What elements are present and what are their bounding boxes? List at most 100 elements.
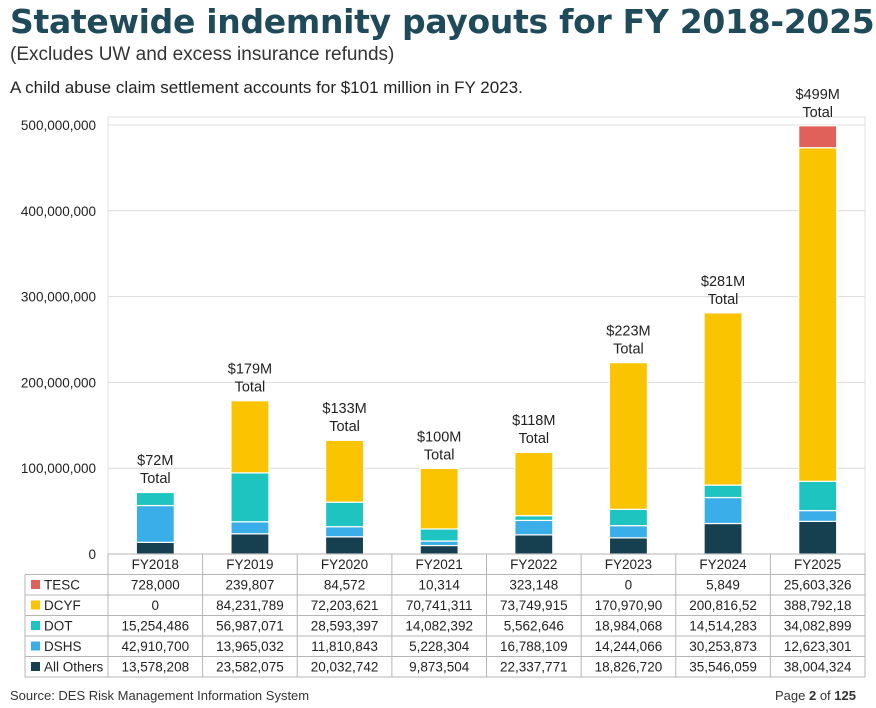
category-label: FY2019 — [226, 557, 273, 572]
total-label-word: Total — [613, 342, 644, 358]
table-value: 0 — [625, 578, 633, 593]
bar-segment-dot — [798, 480, 838, 512]
legend-label: DSHS — [44, 639, 82, 654]
table-value: 14,244,066 — [595, 639, 663, 654]
bar-segment-all-others — [230, 533, 270, 555]
bar-segment-dot — [135, 491, 175, 507]
table-value: 14,082,392 — [405, 619, 473, 634]
bar-segment-dcyf — [514, 451, 554, 517]
total-label-amount: $179M — [228, 361, 272, 377]
table-value: 18,826,720 — [595, 660, 663, 675]
total-label-amount: $72M — [137, 453, 173, 469]
table-value: 22,337,771 — [500, 660, 568, 675]
table-value: 25,603,326 — [784, 578, 852, 593]
total-label-word: Total — [424, 447, 455, 463]
category-label: FY2024 — [699, 557, 747, 572]
legend-label: All Others — [44, 660, 104, 675]
bar-segment-dshs — [798, 509, 838, 522]
chart-note: A child abuse claim settlement accounts … — [10, 78, 523, 97]
table-value: 728,000 — [131, 578, 180, 593]
table-value: 5,849 — [706, 578, 740, 593]
legend-swatch — [31, 641, 40, 651]
category-label: FY2021 — [416, 557, 463, 572]
bar-segment-dot — [230, 472, 270, 523]
legend-label: TESC — [44, 578, 80, 593]
total-label-word: Total — [140, 471, 171, 487]
total-label-word: Total — [329, 419, 360, 435]
table-value: 34,082,899 — [784, 619, 852, 634]
table-value: 239,807 — [226, 578, 275, 593]
bar-segment-dot — [703, 484, 743, 499]
page-total: 125 — [834, 688, 856, 703]
total-label-amount: $281M — [701, 274, 745, 290]
table-value: 5,228,304 — [409, 639, 470, 654]
bar-segment-dot — [419, 528, 459, 542]
table-value: 42,910,700 — [122, 639, 190, 654]
table-value: 28,593,397 — [311, 619, 379, 634]
category-label: FY2025 — [794, 557, 841, 572]
bar-segment-all-others — [703, 522, 743, 555]
table-value: 70,741,311 — [406, 598, 473, 613]
table-value: 13,965,032 — [216, 639, 284, 654]
bar-segment-dshs — [514, 519, 554, 536]
bar-segment-all-others — [324, 536, 365, 555]
table-value: 388,792,18 — [784, 598, 852, 613]
table-value: 5,562,646 — [504, 619, 564, 634]
total-label-amount: $499M — [796, 87, 840, 103]
bar-segment-tesc — [798, 125, 838, 149]
page-mid: of — [816, 688, 835, 703]
total-label-amount: $223M — [606, 324, 650, 340]
bar-segment-tesc — [135, 491, 175, 494]
table-value: 200,816,52 — [689, 598, 757, 613]
total-label-word: Total — [235, 379, 266, 395]
bar-segment-dshs — [324, 526, 365, 538]
legend-swatch — [31, 662, 40, 671]
page-title: Statewide indemnity payouts for FY 2018-… — [10, 2, 875, 41]
category-label: FY2018 — [132, 557, 179, 572]
plot-frame — [107, 116, 866, 555]
bar-segment-dot — [514, 515, 554, 522]
y-tick-label: 300,000,000 — [21, 290, 96, 305]
bar-segment-all-others — [514, 534, 554, 555]
bar-segment-all-others — [419, 544, 459, 555]
table-value: 73,749,915 — [500, 598, 568, 613]
bar-segment-dshs — [608, 525, 649, 539]
category-label: FY2023 — [605, 557, 652, 572]
bar-segment-dshs — [135, 504, 175, 543]
total-label-amount: $100M — [417, 429, 461, 445]
y-tick-label: 400,000,000 — [21, 204, 96, 219]
table-value: 84,231,789 — [216, 598, 284, 613]
table-value: 170,970,90 — [595, 598, 663, 613]
table-value: 38,004,324 — [784, 660, 852, 675]
total-label-word: Total — [802, 105, 833, 121]
table-value: 56,987,071 — [216, 619, 284, 634]
table-value: 16,788,109 — [500, 639, 568, 654]
table-value: 84,572 — [324, 578, 365, 593]
bar-segment-dcyf — [703, 312, 743, 486]
bar-segment-all-others — [135, 541, 175, 555]
bar-segment-dot — [324, 501, 365, 528]
source-note: Source: DES Risk Management Information … — [10, 688, 310, 703]
bar-segment-dcyf — [608, 362, 649, 510]
table-value: 20,032,742 — [311, 660, 379, 675]
total-label-word: Total — [518, 431, 549, 447]
y-tick-label: 100,000,000 — [21, 461, 96, 476]
total-label-amount: $118M — [512, 413, 555, 429]
total-label-word: Total — [708, 292, 739, 308]
page-prefix: Page — [775, 688, 809, 703]
y-tick-label: 200,000,000 — [21, 375, 96, 390]
table-value: 12,623,301 — [784, 639, 852, 654]
page-number: 2 — [808, 688, 817, 703]
table-value: 35,546,059 — [689, 660, 757, 675]
bar-segment-dcyf — [230, 400, 270, 474]
category-label: FY2022 — [510, 557, 557, 572]
page-indicator: Page 2 of 125 — [775, 688, 856, 703]
legend-label: DOT — [44, 619, 73, 634]
table-value: 9,873,504 — [409, 660, 470, 675]
total-label-amount: $133M — [322, 401, 366, 417]
bar-segment-dcyf — [798, 147, 838, 482]
table-value: 10,314 — [419, 578, 461, 593]
category-label: FY2020 — [321, 557, 368, 572]
table-value: 23,582,075 — [216, 660, 284, 675]
